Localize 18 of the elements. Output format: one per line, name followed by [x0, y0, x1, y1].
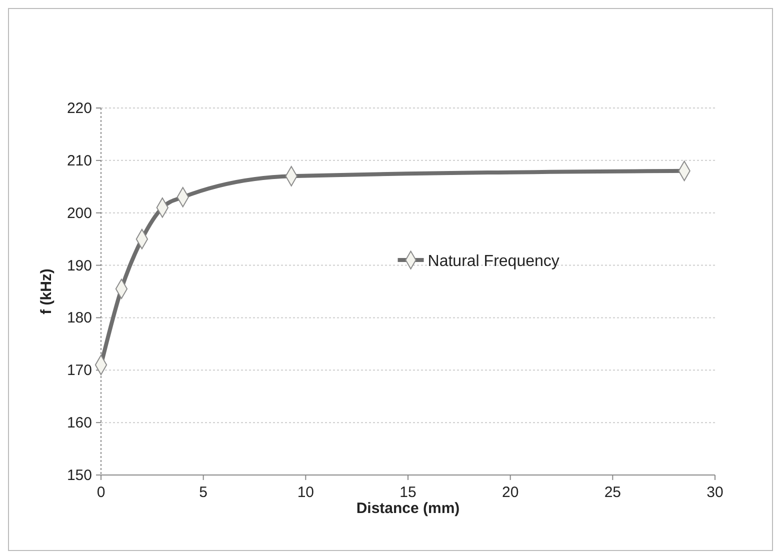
x-tick-label: 0	[96, 484, 106, 501]
y-tick-label: 170	[66, 362, 92, 380]
x-tick-label: 25	[604, 484, 622, 501]
x-tick-label: 10	[297, 484, 314, 501]
x-tick-label: 20	[502, 484, 519, 501]
y-axis-title: f (kHz)	[38, 268, 55, 314]
legend-label: Natural Frequency	[428, 253, 560, 270]
y-tick-label: 200	[66, 204, 92, 222]
y-tick-label: 160	[66, 414, 92, 432]
y-tick-label: 210	[66, 152, 92, 170]
y-tick-label: 150	[66, 467, 92, 484]
x-tick-label: 15	[400, 484, 416, 501]
y-tick-label: 220	[66, 100, 92, 117]
y-tick-label: 190	[66, 257, 92, 274]
x-tick-label: 30	[706, 484, 724, 501]
x-axis-title: Distance (mm)	[356, 500, 460, 517]
x-tick-label: 5	[199, 484, 208, 501]
y-tick-label: 180	[66, 310, 92, 327]
